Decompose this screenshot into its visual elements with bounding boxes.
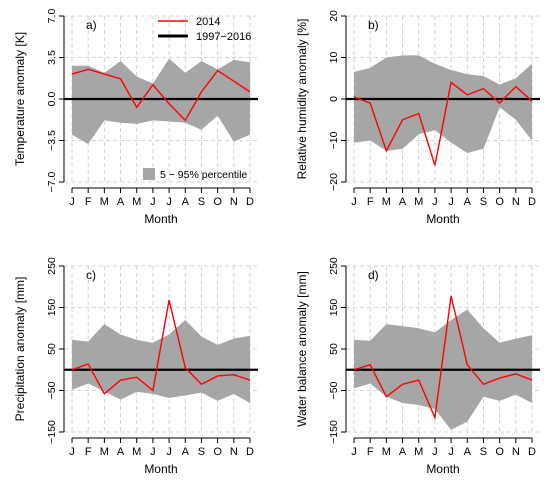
x-tick-label: M [382, 196, 391, 208]
legend: 2014 1997−2016 5 − 95% percentile [143, 16, 251, 181]
x-axis-label: Month [426, 212, 459, 226]
x-tick-label: D [246, 196, 254, 208]
x-tick-label: S [198, 196, 205, 208]
x-tick-label: J [69, 446, 75, 458]
x-tick-label: N [512, 196, 520, 208]
panel-1: 7.03.50.0−3.5−7.0J F M A M J J A S O N DMonthTemper… [13, 9, 258, 226]
y-tick-label: 0 [328, 96, 340, 102]
panel-label: a) [86, 18, 97, 32]
x-tick-label: M [414, 196, 423, 208]
x-tick-label: A [117, 196, 125, 208]
y-tick-label: 20 [328, 10, 340, 22]
y-tick-label: −3.5 [46, 130, 58, 151]
y-tick-label: −7.0 [46, 171, 58, 192]
y-axis-label: Precipitation anomaly [mm] [13, 277, 27, 422]
y-tick-label: 10 [328, 52, 340, 64]
x-tick-label: S [480, 196, 487, 208]
x-axis-label: Month [426, 462, 459, 476]
percentile-band [72, 58, 250, 145]
x-tick-label: N [512, 446, 520, 458]
x-tick-label: M [414, 446, 423, 458]
x-axis-label: Month [144, 212, 177, 226]
x-tick-label: F [367, 196, 374, 208]
panel-label: b) [368, 18, 379, 32]
x-tick-label: O [495, 446, 504, 458]
x-tick-label: J [448, 446, 454, 458]
x-tick-label: N [230, 196, 238, 208]
y-tick-label: −50 [46, 381, 58, 399]
x-tick-label: A [182, 446, 190, 458]
x-tick-label: J [351, 446, 357, 458]
y-tick-label: −150 [328, 420, 340, 444]
x-tick-label: S [198, 446, 205, 458]
y-tick-label: −150 [46, 420, 58, 444]
x-tick-label: A [464, 196, 472, 208]
percentile-band [354, 55, 532, 153]
x-tick-label: A [182, 196, 190, 208]
x-tick-label: D [528, 196, 536, 208]
percentile-band [72, 319, 250, 403]
x-tick-label: M [382, 446, 391, 458]
x-tick-label: N [230, 446, 238, 458]
x-tick-label: M [100, 196, 109, 208]
x-tick-label: A [399, 446, 407, 458]
panel-label: c) [86, 268, 96, 282]
x-tick-label: A [464, 446, 472, 458]
y-tick-label: 7.0 [46, 9, 58, 24]
legend-2014-label: 2014 [196, 16, 220, 28]
x-tick-label: S [480, 446, 487, 458]
x-tick-label: O [213, 446, 222, 458]
x-tick-label: F [367, 446, 374, 458]
x-tick-label: J [432, 446, 438, 458]
x-tick-label: J [166, 196, 172, 208]
legend-mean-label: 1997−2016 [196, 31, 251, 43]
y-axis-label: Relative humidity anomaly [%] [295, 19, 309, 180]
x-tick-label: O [213, 196, 222, 208]
y-tick-label: −50 [328, 381, 340, 399]
y-tick-label: −20 [328, 173, 340, 191]
y-tick-label: 250 [46, 257, 58, 275]
x-tick-label: D [246, 446, 254, 458]
x-tick-label: M [132, 446, 141, 458]
x-tick-label: D [528, 446, 536, 458]
y-axis-label: Water balance anomaly [mm] [295, 271, 309, 427]
x-tick-label: A [117, 446, 125, 458]
x-tick-label: J [432, 196, 438, 208]
x-tick-label: J [351, 196, 357, 208]
y-tick-label: 0.0 [46, 92, 58, 107]
series-2014-line [71, 68, 251, 122]
legend-band-label: 5 − 95% percentile [160, 169, 247, 181]
series-2014-line [353, 295, 533, 421]
x-tick-label: M [132, 196, 141, 208]
x-tick-label: F [85, 446, 92, 458]
y-tick-label: 50 [328, 343, 340, 355]
y-tick-label: 150 [328, 299, 340, 317]
x-tick-label: J [166, 446, 172, 458]
x-tick-label: O [495, 196, 504, 208]
y-tick-label: 3.5 [46, 50, 58, 65]
legend-band-swatch [143, 168, 155, 180]
y-axis-label: Temperature anomaly [K] [13, 32, 27, 166]
y-tick-label: 250 [328, 257, 340, 275]
x-axis-label: Month [144, 462, 177, 476]
x-tick-label: J [69, 196, 75, 208]
y-tick-label: 50 [46, 343, 58, 355]
x-tick-label: F [85, 196, 92, 208]
x-tick-label: A [399, 196, 407, 208]
panel-label: d) [368, 268, 379, 282]
series-2014-line [71, 299, 251, 395]
x-tick-label: J [150, 446, 156, 458]
x-tick-label: J [448, 196, 454, 208]
x-tick-label: M [100, 446, 109, 458]
y-tick-label: 150 [46, 299, 58, 317]
y-tick-label: −10 [328, 131, 340, 149]
x-tick-label: J [150, 196, 156, 208]
series-2014-line [353, 81, 533, 166]
